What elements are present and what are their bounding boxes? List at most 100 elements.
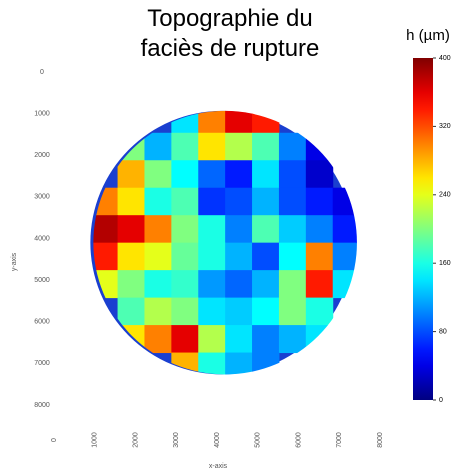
heat-cell bbox=[225, 188, 252, 216]
heat-cell bbox=[118, 160, 145, 188]
heat-cell bbox=[306, 215, 333, 243]
heat-cell bbox=[225, 298, 252, 326]
y-axis-label: y-axis bbox=[11, 252, 18, 271]
heat-cell bbox=[198, 188, 225, 216]
heat-cell bbox=[198, 270, 225, 298]
heat-cell bbox=[144, 298, 171, 326]
heat-cell bbox=[252, 215, 279, 243]
heat-cell bbox=[171, 133, 198, 161]
heat-cell bbox=[252, 133, 279, 161]
title-box: Topographie du faciès de rupture bbox=[90, 4, 370, 84]
heat-cell bbox=[225, 160, 252, 188]
heat-cell bbox=[306, 325, 333, 353]
y-tick-label: 5000 bbox=[34, 277, 50, 284]
heat-cell bbox=[144, 215, 171, 243]
heat-cell bbox=[144, 188, 171, 216]
heat-cell bbox=[171, 298, 198, 326]
chart-title: Topographie du faciès de rupture bbox=[135, 4, 325, 64]
heat-cell bbox=[118, 188, 145, 216]
heat-cell bbox=[171, 105, 198, 133]
heat-cell bbox=[279, 243, 306, 271]
heat-cell bbox=[171, 353, 198, 381]
heat-cell bbox=[252, 298, 279, 326]
heat-cell bbox=[198, 353, 225, 381]
heat-cell bbox=[252, 353, 279, 381]
y-tick-label: 6000 bbox=[34, 319, 50, 326]
x-tick-label: 8000 bbox=[377, 432, 384, 448]
heat-cell bbox=[198, 105, 225, 133]
heat-cell bbox=[306, 188, 333, 216]
heat-cell bbox=[333, 243, 360, 271]
heat-cell bbox=[333, 215, 360, 243]
heat-cell bbox=[144, 325, 171, 353]
heat-cell bbox=[279, 270, 306, 298]
heat-cell bbox=[306, 243, 333, 271]
x-tick-label: 6000 bbox=[295, 432, 302, 448]
heat-cell bbox=[306, 133, 333, 161]
heat-cell bbox=[198, 160, 225, 188]
heat-cell bbox=[225, 270, 252, 298]
y-tick-label: 8000 bbox=[34, 402, 50, 409]
heatmap bbox=[91, 105, 360, 380]
colorbar-tick-label: 320 bbox=[439, 123, 451, 130]
heat-cell bbox=[306, 270, 333, 298]
heat-cell bbox=[225, 243, 252, 271]
heat-cell bbox=[252, 270, 279, 298]
colorbar-tick-label: 80 bbox=[439, 328, 447, 335]
heat-cell bbox=[225, 215, 252, 243]
heat-cell bbox=[118, 133, 145, 161]
x-tick-label: 0 bbox=[51, 438, 58, 442]
heat-cell bbox=[252, 243, 279, 271]
heat-cell bbox=[306, 298, 333, 326]
heat-cell bbox=[252, 188, 279, 216]
heat-cell bbox=[144, 160, 171, 188]
colorbar bbox=[413, 58, 433, 400]
heat-cell bbox=[118, 215, 145, 243]
heat-cell bbox=[171, 215, 198, 243]
page: Topographie du faciès de rupture h (µm) … bbox=[0, 0, 473, 472]
y-tick-label: 1000 bbox=[34, 110, 50, 117]
heat-cell bbox=[279, 215, 306, 243]
colorbar-label: h (µm) bbox=[406, 27, 450, 44]
heat-cell bbox=[225, 105, 252, 133]
colorbar-tick-label: 0 bbox=[439, 397, 443, 404]
heat-cell bbox=[225, 133, 252, 161]
heat-cell bbox=[198, 325, 225, 353]
heat-cell bbox=[171, 243, 198, 271]
y-tick-label: 0 bbox=[40, 69, 44, 76]
heat-cell bbox=[252, 325, 279, 353]
heat-cell bbox=[198, 298, 225, 326]
heat-cell bbox=[144, 243, 171, 271]
heat-cell bbox=[171, 325, 198, 353]
heat-cell bbox=[198, 243, 225, 271]
heat-cell bbox=[252, 105, 279, 133]
y-tick-label: 3000 bbox=[34, 194, 50, 201]
heat-cell bbox=[225, 353, 252, 381]
heat-cell bbox=[198, 133, 225, 161]
heat-cell bbox=[279, 160, 306, 188]
heat-cell bbox=[118, 325, 145, 353]
heat-cell bbox=[144, 270, 171, 298]
heat-cell bbox=[279, 298, 306, 326]
heat-cell bbox=[144, 133, 171, 161]
heat-cell bbox=[118, 270, 145, 298]
heat-cell bbox=[225, 325, 252, 353]
colorbar-tick-label: 160 bbox=[439, 260, 451, 267]
x-tick-label: 1000 bbox=[92, 432, 99, 448]
chart: Topographie du faciès de rupture h (µm) … bbox=[0, 0, 473, 472]
y-tick-label: 7000 bbox=[34, 360, 50, 367]
x-axis-label: x-axis bbox=[209, 463, 228, 470]
colorbar-tick-label: 240 bbox=[439, 192, 451, 199]
heat-cell bbox=[279, 133, 306, 161]
heat-cell bbox=[333, 188, 360, 216]
colorbar-tick-label: 400 bbox=[439, 55, 451, 62]
y-tick-label: 2000 bbox=[34, 152, 50, 159]
x-tick-label: 4000 bbox=[214, 432, 221, 448]
x-tick-label: 5000 bbox=[255, 432, 262, 448]
x-tick-label: 3000 bbox=[173, 432, 180, 448]
y-tick-label: 4000 bbox=[34, 235, 50, 242]
heat-cell bbox=[118, 298, 145, 326]
heat-cell bbox=[252, 160, 279, 188]
heat-cell bbox=[118, 243, 145, 271]
heat-cell bbox=[279, 325, 306, 353]
